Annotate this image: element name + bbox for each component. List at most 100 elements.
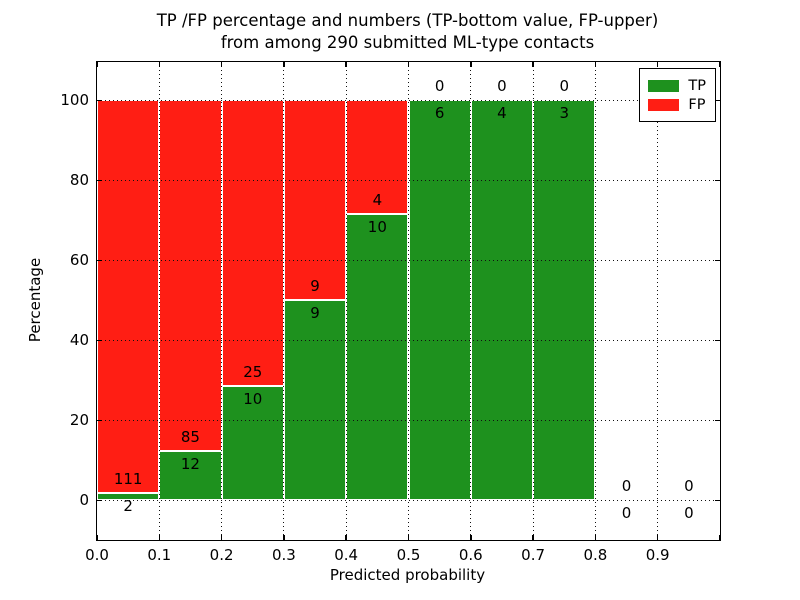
y-tick-right-20	[715, 419, 720, 421]
y-tick-left-60	[97, 259, 102, 261]
y-tick-left-20	[97, 419, 102, 421]
x-tick-label-0.4: 0.4	[334, 546, 359, 564]
tp-bar-segment	[470, 100, 534, 500]
y-tick-right-60	[715, 259, 720, 261]
x-tick-label-0.8: 0.8	[583, 546, 608, 564]
fp-count-label: 111	[113, 469, 143, 488]
gridline-v-5	[408, 62, 409, 540]
fp-bar-segment	[346, 100, 409, 215]
tp-count-label: 0	[684, 504, 694, 522]
fp-count-label: 0	[684, 477, 694, 495]
x-tick-bottom-10	[719, 535, 721, 540]
fp-bar-segment	[283, 100, 347, 300]
y-tick-left-40	[97, 339, 102, 341]
fp-bar-segment	[159, 100, 222, 451]
plot-area: 0 20 40 60 80 100 0.0 0.1 0.2 0.3 0.4 0.5 0.6 0.7 0.8 0…	[60, 61, 721, 564]
tp-count-label: 10	[243, 389, 263, 408]
tp-bar-segment	[97, 492, 160, 500]
gridline-v-8	[594, 62, 596, 540]
tp-count-label: 12	[180, 454, 200, 473]
x-tick-top-9	[656, 62, 659, 67]
x-tick-bottom-0	[96, 535, 98, 540]
fp-bar-segment	[97, 100, 160, 493]
y-tick-left-0	[97, 499, 102, 501]
x-tick-top-4	[345, 62, 347, 67]
tick-layer	[96, 62, 721, 540]
x-tick-top-7	[532, 62, 534, 67]
tp-count-label: 3	[559, 104, 570, 122]
fp-legend-label: FP	[688, 96, 706, 113]
tp-bar-segment	[408, 100, 471, 500]
fp-count-label: 0	[497, 77, 507, 95]
y-tick-left-80	[97, 179, 102, 181]
x-tick-top-6	[470, 62, 472, 67]
tp-count-label: 9	[310, 304, 320, 322]
x-tick-top-2	[220, 62, 223, 67]
bars-layer	[97, 62, 720, 540]
x-tick-label-0.7: 0.7	[521, 546, 546, 564]
x-tick-top-5	[407, 62, 410, 67]
fp-count-label: 0	[621, 477, 632, 495]
gridline-v-2	[221, 62, 223, 540]
x-tick-label-0.0: 0.0	[85, 546, 109, 564]
tp-bar-segment	[283, 300, 347, 500]
y-tick-label-80: 80	[69, 170, 89, 189]
tp-count-label: 10	[367, 218, 387, 237]
tp-count-label: 4	[497, 104, 507, 122]
x-tick-bottom-9	[656, 535, 659, 540]
x-tick-label-0.3: 0.3	[271, 546, 296, 564]
chart-title-line2: from among 290 submitted ML-type contact…	[220, 33, 595, 52]
tp-legend-swatch	[648, 79, 680, 92]
x-tick-bottom-6	[470, 535, 472, 540]
y-tick-label-20: 20	[69, 410, 89, 429]
x-tick-top-0	[96, 62, 98, 67]
chart-title: TP /FP percentage and numbers (TP-bottom…	[96, 10, 719, 54]
y-tick-right-0	[715, 499, 720, 501]
x-tick-label-0.5: 0.5	[396, 546, 421, 564]
fp-count-label: 0	[559, 77, 570, 95]
tp-legend-label: TP	[688, 77, 706, 94]
x-tick-bottom-3	[283, 535, 285, 540]
fp-count-label: 9	[310, 277, 320, 295]
gridline-v-6	[470, 62, 472, 540]
tp-bar-segment	[159, 450, 222, 500]
x-tick-bottom-4	[345, 535, 347, 540]
x-axis-label: Predicted probability	[329, 566, 486, 584]
y-tick-label-60: 60	[69, 250, 89, 269]
y-tick-left-100	[97, 99, 102, 101]
tp-bar-segment	[346, 214, 409, 500]
legend: TP FP	[639, 68, 716, 122]
gridline-v-3	[283, 62, 285, 540]
bar-label-layer: 0 20 40 60 80 100 0.0 0.1 0.2 0.3 0.4 0.5 0.6 0.7 0.8 0…	[60, 62, 720, 564]
x-tick-top-3	[283, 62, 285, 67]
y-tick-label-0: 0	[79, 490, 89, 509]
x-tick-bottom-5	[407, 535, 410, 540]
fp-count-label: 85	[180, 427, 200, 446]
x-tick-label-0.2: 0.2	[209, 546, 234, 564]
tp-bar-segment	[533, 100, 596, 500]
tp-bar-segment	[221, 385, 284, 500]
legend-row-fp: FP	[648, 96, 706, 113]
tp-count-label: 6	[434, 104, 445, 122]
fp-legend-swatch	[648, 98, 680, 111]
y-tick-label-40: 40	[69, 330, 89, 349]
legend-row-tp: TP	[648, 77, 706, 94]
gridline-v-9	[657, 62, 659, 540]
chart-title-line1: TP /FP percentage and numbers (TP-bottom…	[156, 11, 659, 30]
y-tick-right-80	[715, 179, 720, 181]
x-tick-top-1	[158, 62, 161, 67]
x-tick-bottom-2	[220, 535, 223, 540]
gridline-v-4	[345, 62, 347, 540]
x-tick-label-0.6: 0.6	[458, 546, 483, 564]
y-tick-right-100	[715, 99, 720, 101]
x-tick-top-8	[594, 62, 597, 67]
x-tick-bottom-7	[532, 535, 534, 540]
y-tick-label-100: 100	[60, 90, 89, 109]
grid-layer	[97, 62, 720, 540]
tp-count-label: 0	[621, 504, 632, 522]
x-tick-top-10	[719, 62, 721, 67]
gridline-v-7	[532, 62, 534, 540]
x-tick-label-0.9: 0.9	[645, 546, 670, 564]
x-tick-bottom-1	[158, 535, 161, 540]
